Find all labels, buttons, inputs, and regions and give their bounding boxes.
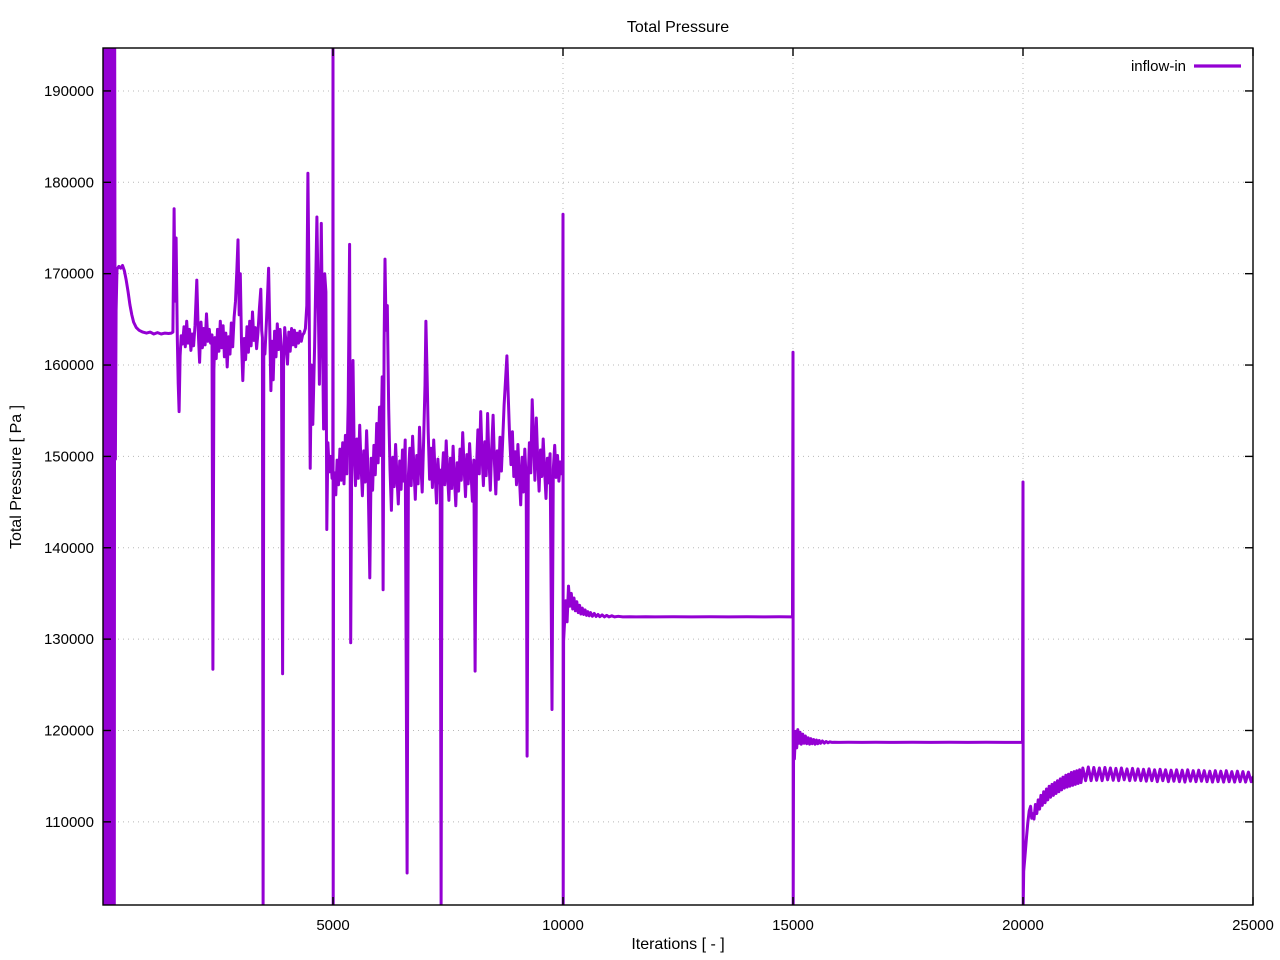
chart-title: Total Pressure xyxy=(627,19,729,36)
tick-labels: 5000 10000 15000 20000 25000 110000 120000 1300… xyxy=(44,83,1274,934)
legend-label-inflow-in: inflow-in xyxy=(1131,58,1186,75)
x-tick-label: 5000 xyxy=(316,917,349,934)
x-tick-label: 15000 xyxy=(772,917,814,934)
series-line-inflow-in xyxy=(103,48,1253,905)
y-tick-label: 110000 xyxy=(45,814,94,831)
legend: inflow-in xyxy=(1131,58,1241,75)
y-tick-label: 170000 xyxy=(44,266,94,283)
y-tick-label: 140000 xyxy=(44,540,94,557)
grid-lines xyxy=(103,48,1254,905)
x-tick-label: 25000 xyxy=(1232,917,1274,934)
x-tick-label: 20000 xyxy=(1002,917,1044,934)
y-tick-label: 150000 xyxy=(44,448,94,465)
y-axis-label: Total Pressure [ Pa ] xyxy=(8,405,25,549)
y-tick-label: 120000 xyxy=(44,722,94,739)
y-tick-label: 190000 xyxy=(44,83,94,100)
y-tick-label: 130000 xyxy=(44,631,94,648)
y-tick-label: 180000 xyxy=(44,174,94,191)
y-tick-label: 160000 xyxy=(44,357,94,374)
x-tick-label: 10000 xyxy=(542,917,584,934)
series-layer xyxy=(103,48,1253,905)
x-axis-label: Iterations [ - ] xyxy=(631,936,724,953)
plot-border xyxy=(102,47,1254,906)
